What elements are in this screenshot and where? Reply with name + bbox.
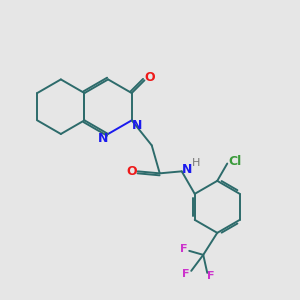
Text: F: F xyxy=(208,271,215,281)
Text: Cl: Cl xyxy=(229,155,242,168)
Text: F: F xyxy=(182,269,190,279)
Text: N: N xyxy=(131,119,142,132)
Text: O: O xyxy=(144,71,155,84)
Text: H: H xyxy=(191,158,200,168)
Text: N: N xyxy=(98,133,108,146)
Text: F: F xyxy=(181,244,188,254)
Text: N: N xyxy=(182,163,192,176)
Text: O: O xyxy=(126,165,137,178)
